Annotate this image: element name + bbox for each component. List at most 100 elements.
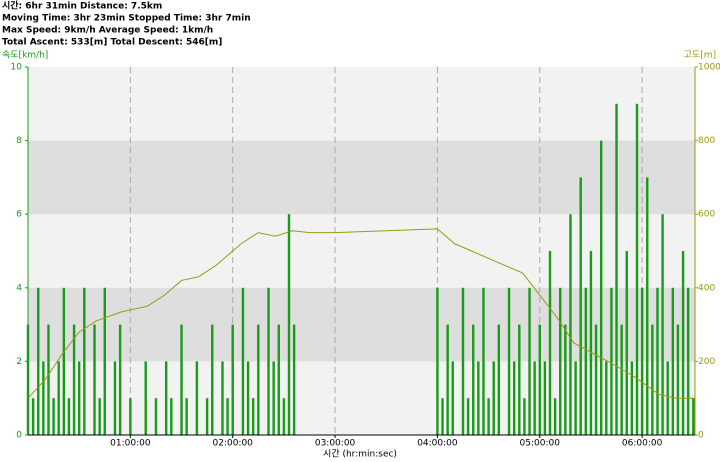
speed-bar (113, 361, 117, 435)
speed-bar (37, 287, 40, 435)
speed-bar (646, 177, 649, 435)
speed-bar (98, 398, 101, 435)
header-line: 시간: 6hr 31min Distance: 7.5km (2, 0, 162, 12)
speed-bar (625, 251, 628, 435)
speed-bar (472, 324, 475, 435)
speed-bar (533, 361, 536, 435)
y-tick-label: 0 (16, 431, 22, 441)
speed-bar (441, 398, 444, 435)
speed-bar (620, 324, 623, 435)
x-tick-label: 01:00:00 (110, 439, 151, 449)
speed-bar (584, 287, 588, 435)
speed-bar (461, 287, 465, 435)
speed-bar (185, 398, 188, 435)
speed-bar (594, 324, 598, 435)
speed-bar (671, 287, 675, 435)
speed-bar (579, 177, 582, 435)
grid-band (28, 140, 695, 215)
speed-bar (507, 287, 511, 435)
speed-bar (661, 214, 664, 435)
speed-bar (543, 361, 547, 435)
speed-bar (154, 398, 158, 435)
speed-bar (52, 398, 55, 435)
y2-tick-label: 600 (698, 210, 715, 220)
y2-tick-label: 1000 (698, 63, 720, 73)
speed-bar (83, 287, 86, 435)
speed-bar (118, 324, 122, 435)
speed-bar (599, 140, 603, 435)
plot-background (28, 67, 695, 435)
speed-bar (170, 398, 173, 435)
speed-bar (93, 324, 96, 435)
speed-bar (272, 361, 275, 435)
speed-bar (221, 361, 224, 435)
speed-bar (569, 214, 572, 435)
speed-bar (180, 324, 183, 435)
x-tick-label: 06:00:00 (622, 439, 663, 449)
speed-bar (564, 324, 567, 435)
speed-bar (205, 398, 209, 435)
x-tick-label: 02:00:00 (212, 439, 253, 449)
speed-bar (72, 324, 76, 435)
y2-tick-label: 200 (698, 357, 715, 367)
speed-bar (492, 361, 495, 435)
speed-bar (497, 324, 501, 435)
y-tick-label: 8 (16, 136, 22, 146)
speed-bar (548, 251, 552, 435)
speed-bar (466, 398, 470, 435)
speed-bar (523, 398, 526, 435)
speed-bar (77, 361, 81, 435)
speed-bar (692, 398, 695, 435)
speed-bar (681, 251, 685, 435)
speed-bar (666, 361, 669, 435)
speed-bar (559, 287, 562, 435)
x-tick-label: 04:00:00 (417, 439, 458, 449)
speed-bar (282, 398, 286, 435)
speed-bar (589, 251, 593, 435)
y-axis-title: 속도[km/h] (2, 50, 48, 61)
x-axis-title: 시간 (hr:min:sec) (323, 449, 397, 460)
speed-bar (144, 361, 147, 435)
speed-bar (436, 287, 439, 435)
speed-bar (635, 103, 639, 436)
speed-bar (292, 324, 296, 435)
speed-bar (57, 361, 60, 435)
y2-tick-label: 400 (698, 283, 715, 293)
header-line: Moving Time: 3hr 23min Stopped Time: 3hr… (2, 14, 251, 24)
speed-bar (103, 287, 106, 435)
speed-bar (246, 361, 250, 435)
speed-bar (195, 361, 199, 435)
speed-bar (446, 324, 449, 435)
speed-bar (605, 361, 608, 435)
x-tick-label: 05:00:00 (520, 439, 561, 449)
speed-bar (277, 324, 280, 435)
speed-bar (31, 398, 35, 435)
speed-bar (615, 103, 618, 436)
header-line: Max Speed: 9km/h Average Speed: 1km/h (2, 26, 213, 36)
speed-bar (518, 324, 521, 435)
header-line: Total Ascent: 533[m] Total Descent: 546[… (2, 38, 222, 48)
speed-bar (482, 287, 485, 435)
speed-bar (211, 324, 214, 435)
speed-bar (42, 361, 45, 435)
y-tick-label: 4 (16, 283, 22, 293)
y2-tick-label: 0 (698, 431, 704, 441)
y2-tick-label: 800 (698, 136, 715, 146)
speed-bar (656, 287, 659, 435)
grid-band (28, 287, 695, 362)
speed-bar (651, 324, 654, 435)
speed-bar (477, 361, 480, 435)
speed-bar (287, 214, 291, 435)
speed-bar (640, 287, 644, 435)
x-tick-label: 03:00:00 (315, 439, 356, 449)
speed-bar (538, 324, 541, 435)
speed-bar (257, 324, 260, 435)
speed-bar (241, 287, 245, 435)
speed-bar (47, 324, 50, 435)
speed-bar (553, 398, 557, 435)
speed-bar (528, 287, 531, 435)
y-tick-label: 10 (11, 63, 23, 73)
speed-bar (630, 361, 634, 435)
